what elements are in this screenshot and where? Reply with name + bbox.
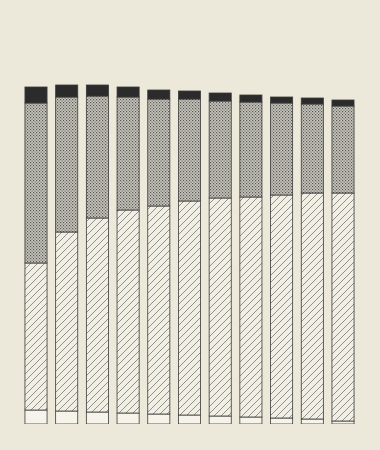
bar-segment <box>301 104 323 193</box>
bar-segment <box>56 232 78 411</box>
chart-container <box>0 0 380 450</box>
bar-segment <box>25 87 47 103</box>
bar-segment <box>209 416 231 424</box>
bar-segment <box>117 87 139 97</box>
bar-segment <box>240 417 262 424</box>
bar-segment <box>25 263 47 410</box>
bar-segment <box>148 90 170 99</box>
bar-segment <box>148 206 170 414</box>
bar-segment <box>332 100 354 106</box>
bar-segment <box>332 193 354 421</box>
bar-segment <box>117 413 139 424</box>
bar-segment <box>332 421 354 424</box>
bar-segment <box>86 218 108 412</box>
bar-segment <box>56 97 78 232</box>
bar-segment <box>240 102 262 197</box>
bar-segment <box>178 99 200 201</box>
bar-segment <box>240 95 262 102</box>
bar-segment <box>117 97 139 210</box>
bar-segment <box>86 96 108 218</box>
bar-segment <box>301 419 323 424</box>
chart-svg <box>0 0 380 450</box>
bar-segment <box>332 106 354 193</box>
bar-segment <box>271 97 293 103</box>
bar-segment <box>301 193 323 419</box>
bar-segment <box>86 85 108 96</box>
bar-segment <box>25 410 47 424</box>
bar-segment <box>148 99 170 206</box>
bar-segment <box>271 418 293 424</box>
bar-segment <box>209 198 231 416</box>
bar-segment <box>271 195 293 418</box>
bar-segment <box>86 412 108 424</box>
bar-segment <box>56 85 78 97</box>
bar-segment <box>178 415 200 424</box>
bar-segment <box>209 101 231 198</box>
bar-segment <box>209 93 231 101</box>
bar-segment <box>178 201 200 415</box>
bar-segment <box>148 414 170 424</box>
bar-segment <box>240 197 262 417</box>
bar-segment <box>178 91 200 99</box>
bar-segment <box>301 98 323 104</box>
bar-segment <box>117 210 139 413</box>
bar-segment <box>56 411 78 424</box>
bar-segment <box>25 103 47 263</box>
bar-segment <box>271 103 293 195</box>
bars <box>25 85 354 424</box>
